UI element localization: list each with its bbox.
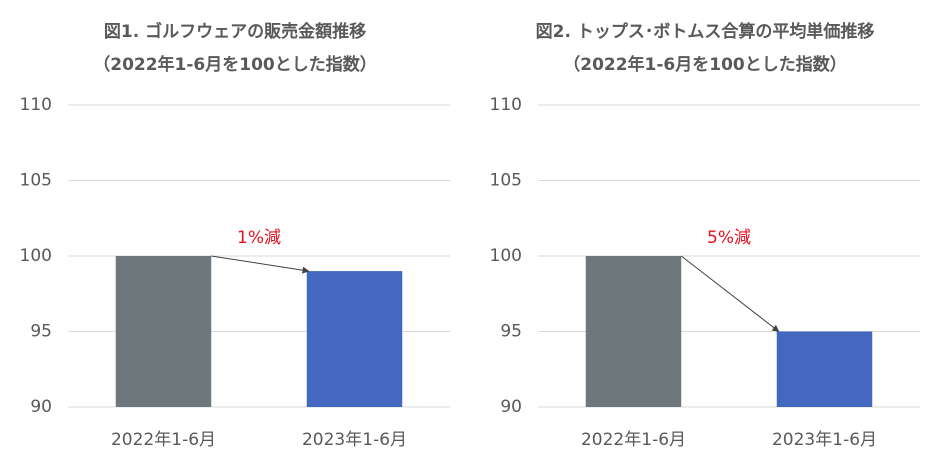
y-tick-label: 110 <box>490 95 522 115</box>
y-tick-label: 95 <box>30 322 52 342</box>
x-tick-label: 2022年1-6月 <box>581 430 686 450</box>
bar <box>115 256 212 407</box>
x-tick-label: 2023年1-6月 <box>772 430 877 450</box>
chart-subtitle: （2022年1-6月を100とした指数） <box>563 54 847 75</box>
arrow <box>680 255 780 332</box>
y-tick-label: 90 <box>30 397 52 417</box>
y-tick-label: 105 <box>490 171 522 191</box>
y-tick-label: 100 <box>490 246 522 266</box>
bar <box>306 271 403 407</box>
y-tick-label: 105 <box>20 171 52 191</box>
y-tick-label: 110 <box>20 95 52 115</box>
y-tick-label: 95 <box>500 322 522 342</box>
annotation: 1%減 <box>237 228 281 248</box>
chart-subtitle: （2022年1-6月を100とした指数） <box>93 54 377 75</box>
bar <box>776 331 873 407</box>
y-tick-label: 90 <box>500 397 522 417</box>
bar <box>585 256 682 407</box>
x-tick-label: 2023年1-6月 <box>302 430 407 450</box>
chart-title: 図1. ゴルフウェアの販売金額推移 <box>104 21 366 42</box>
arrow <box>211 255 310 274</box>
y-tick-label: 100 <box>20 246 52 266</box>
x-tick-label: 2022年1-6月 <box>111 430 216 450</box>
annotation: 5%減 <box>707 228 751 248</box>
chart-title: 図2. トップス･ボトムス合算の平均単価推移 <box>536 21 875 42</box>
